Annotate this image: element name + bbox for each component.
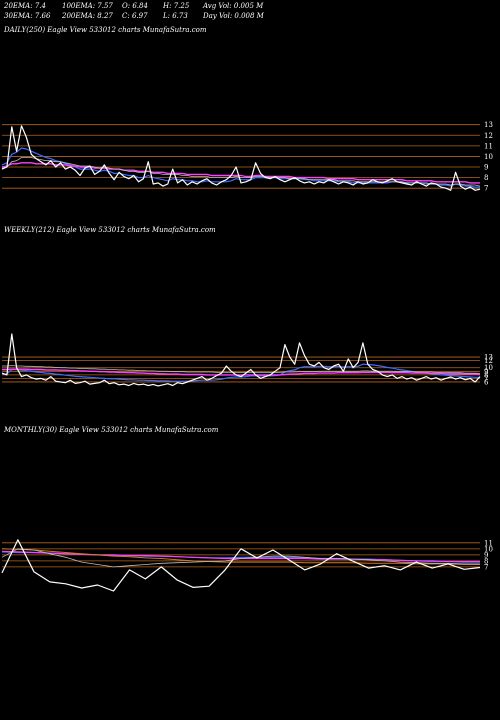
close-label: C: 6.97 <box>122 12 148 20</box>
y-tick-label: 9 <box>484 368 488 376</box>
low-label: L: 6.73 <box>163 12 188 20</box>
series-price-line <box>1 539 481 592</box>
y-tick-label: 9 <box>484 551 488 559</box>
y-tick-label: 11 <box>484 539 493 547</box>
y-tick-label: 10 <box>484 364 493 372</box>
weekly-chart-title: WEEKLY(212) Eagle View 533012 charts Mun… <box>4 226 216 234</box>
series-ema-slow-line <box>1 162 480 184</box>
ema30-label: 30EMA: 7.66 <box>4 12 51 20</box>
ema100-label: 100EMA: 7.57 <box>62 2 113 10</box>
y-tick-label: 9 <box>484 164 488 172</box>
y-tick-label: 8 <box>484 174 488 182</box>
monthly-chart-title: MONTHLY(30) Eagle View 533012 charts Mun… <box>4 426 219 434</box>
series-ema-orange-line <box>1 548 480 565</box>
daily-chart: 13 12 11 10 9 8 7 <box>1 121 493 193</box>
y-tick-label: 10 <box>484 545 493 553</box>
y-tick-label: 10 <box>484 153 493 161</box>
ema20-label: 20EMA: 7.4 <box>4 2 46 10</box>
y-tick-label: 12 <box>484 132 493 140</box>
series-price-line <box>1 333 481 387</box>
y-tick-label: 13 <box>484 354 493 362</box>
series-ema-mid-line <box>1 157 481 187</box>
high-label: H: 7.25 <box>163 2 190 10</box>
series-ema-mid-line <box>2 365 481 374</box>
y-tick-label: 8 <box>484 557 488 565</box>
y-tick-label: 13 <box>484 121 493 129</box>
y-tick-label: 11 <box>484 142 493 150</box>
open-label: O: 6.84 <box>122 2 148 10</box>
y-tick-label: 8 <box>484 371 488 379</box>
daily-chart-title: DAILY(250) Eagle View 533012 charts Muna… <box>4 26 207 34</box>
ema200-label: 200EMA: 8.27 <box>62 12 113 20</box>
y-tick-label: 7 <box>484 563 488 571</box>
y-tick-label: 12 <box>484 357 493 365</box>
day-vol-label: Day Vol: 0.008 M <box>203 12 264 20</box>
avg-vol-label: Avg Vol: 0.005 M <box>203 2 264 10</box>
series-ema-gray-line <box>1 548 480 568</box>
series-price-line <box>1 125 481 191</box>
y-tick-label: 6 <box>484 378 489 386</box>
y-tick-label: 7 <box>484 185 488 193</box>
series-ema-slow-line <box>2 368 481 376</box>
y-tick-label: 7 <box>484 375 488 383</box>
